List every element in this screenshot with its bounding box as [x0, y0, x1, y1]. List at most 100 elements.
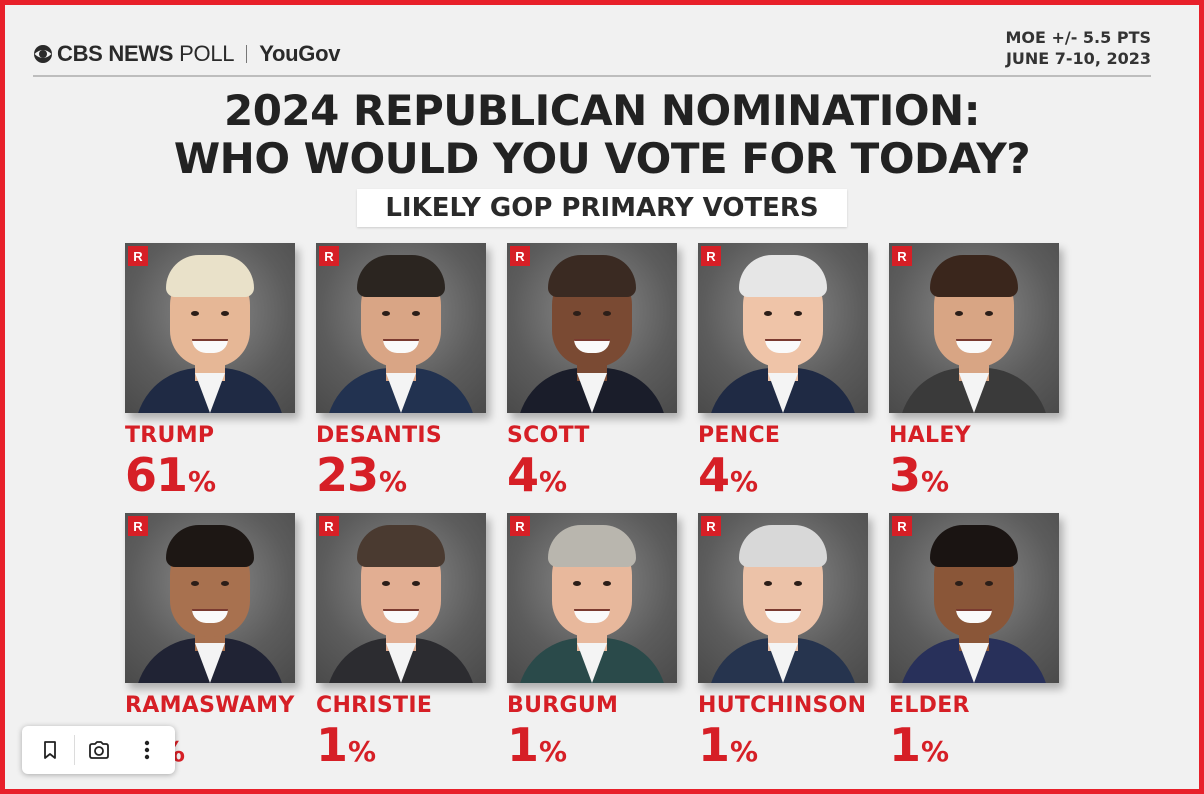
- candidate-name: PENCE: [698, 423, 781, 448]
- photo-hair: [739, 255, 827, 297]
- party-badge: R: [510, 246, 530, 266]
- candidate-card: R CHRISTIE 1%: [316, 513, 486, 780]
- candidate-name: DESANTIS: [316, 423, 443, 448]
- photo-mouth: [574, 609, 610, 623]
- toolbar-divider: [74, 735, 75, 765]
- data-label-unit: %: [730, 465, 758, 498]
- photo-hair: [739, 525, 827, 567]
- logo-yougov: YouGov: [259, 41, 341, 66]
- candidate-photo: R: [125, 513, 295, 683]
- photo-hair: [930, 525, 1018, 567]
- candidate-card: R HUTCHINSON 1%: [698, 513, 868, 780]
- chart-title: 2024 REPUBLICAN NOMINATION: WHO WOULD YO…: [5, 87, 1199, 183]
- photo-hair: [548, 255, 636, 297]
- data-label: 4%: [698, 451, 868, 510]
- data-label: 4%: [507, 451, 677, 510]
- candidate-card: R SCOTT 4%: [507, 243, 677, 510]
- party-badge: R: [128, 246, 148, 266]
- photo-eye: [221, 311, 229, 316]
- more-options-button[interactable]: [123, 730, 171, 770]
- photo-hair: [357, 255, 445, 297]
- photo-eye: [382, 311, 390, 316]
- data-label: 3%: [889, 451, 1059, 510]
- photo-hair: [930, 255, 1018, 297]
- data-label-unit: %: [188, 465, 216, 498]
- photo-eye: [382, 581, 390, 586]
- photo-mouth: [574, 339, 610, 353]
- candidate-name: RAMASWAMY: [125, 693, 295, 718]
- photo-hair: [548, 525, 636, 567]
- photo-eye: [221, 581, 229, 586]
- party-badge: R: [701, 516, 721, 536]
- logo-cbs-news: CBS NEWS: [57, 41, 174, 66]
- party-badge: R: [510, 516, 530, 536]
- photo-mouth: [192, 609, 228, 623]
- chart-subtitle: LIKELY GOP PRIMARY VOTERS: [357, 189, 847, 227]
- data-label: 61%: [125, 451, 295, 510]
- more-icon: [144, 740, 150, 760]
- title-line-2: WHO WOULD YOU VOTE FOR TODAY?: [173, 134, 1031, 183]
- party-badge: R: [319, 246, 339, 266]
- data-label-unit: %: [348, 735, 376, 768]
- photo-eye: [191, 311, 199, 316]
- party-badge: R: [892, 516, 912, 536]
- party-badge: R: [892, 246, 912, 266]
- photo-eye: [191, 581, 199, 586]
- candidate-name: HALEY: [889, 423, 971, 448]
- bookmark-button[interactable]: [26, 730, 74, 770]
- candidate-photo: R: [507, 243, 677, 413]
- data-label-value: 23: [316, 448, 379, 502]
- candidate-name: TRUMP: [125, 423, 215, 448]
- data-label-unit: %: [730, 735, 758, 768]
- photo-hair: [357, 525, 445, 567]
- photo-mouth: [192, 339, 228, 353]
- photo-eye: [794, 581, 802, 586]
- data-label-unit: %: [921, 735, 949, 768]
- candidate-name: CHRISTIE: [316, 693, 433, 718]
- lens-icon: [89, 741, 109, 759]
- poll-dates: JUNE 7-10, 2023: [1005, 49, 1151, 68]
- photo-eye: [985, 311, 993, 316]
- photo-eye: [412, 311, 420, 316]
- photo-mouth: [956, 339, 992, 353]
- candidate-card: R PENCE 4%: [698, 243, 868, 510]
- candidate-card: R DESANTIS 23%: [316, 243, 486, 510]
- photo-eye: [764, 311, 772, 316]
- data-label-value: 4: [698, 448, 730, 502]
- candidate-grid: R TRUMP 61% R DESANTIS 23% R SCOTT 4% R PENCE 4% R HA…: [5, 5, 1199, 789]
- candidate-name: ELDER: [889, 693, 970, 718]
- header-divider: [33, 75, 1151, 77]
- candidate-card: RRAMASWAMY1%: [125, 513, 295, 780]
- data-label: 1%: [316, 721, 486, 780]
- margin-of-error: MOE +/- 5.5 PTS: [1005, 28, 1151, 47]
- data-label-value: 1: [889, 718, 921, 772]
- visual-search-button[interactable]: [75, 730, 123, 770]
- photo-eye: [764, 581, 772, 586]
- photo-eye: [985, 581, 993, 586]
- party-badge: R: [128, 516, 148, 536]
- candidate-name: HUTCHINSON: [698, 693, 867, 718]
- data-label-value: 1: [507, 718, 539, 772]
- data-label-unit: %: [539, 735, 567, 768]
- photo-eye: [603, 311, 611, 316]
- data-label: 23%: [316, 451, 486, 510]
- subtitle-container: LIKELY GOP PRIMARY VOTERS: [5, 189, 1199, 227]
- candidate-photo: R: [316, 513, 486, 683]
- candidate-photo: R: [889, 243, 1059, 413]
- candidate-card: R BURGUM 1%: [507, 513, 677, 780]
- candidate-name: BURGUM: [507, 693, 619, 718]
- image-toolbar: [22, 726, 175, 774]
- party-badge: R: [319, 516, 339, 536]
- photo-eye: [603, 581, 611, 586]
- data-label-value: 4: [507, 448, 539, 502]
- candidate-card: R HALEY 3%: [889, 243, 1059, 510]
- data-label: 1%: [507, 721, 677, 780]
- photo-eye: [412, 581, 420, 586]
- candidate-card: R ELDER 1%: [889, 513, 1059, 780]
- candidate-photo: R: [889, 513, 1059, 683]
- photo-eye: [573, 311, 581, 316]
- data-label: 1%: [889, 721, 1059, 780]
- photo-eye: [955, 581, 963, 586]
- photo-mouth: [956, 609, 992, 623]
